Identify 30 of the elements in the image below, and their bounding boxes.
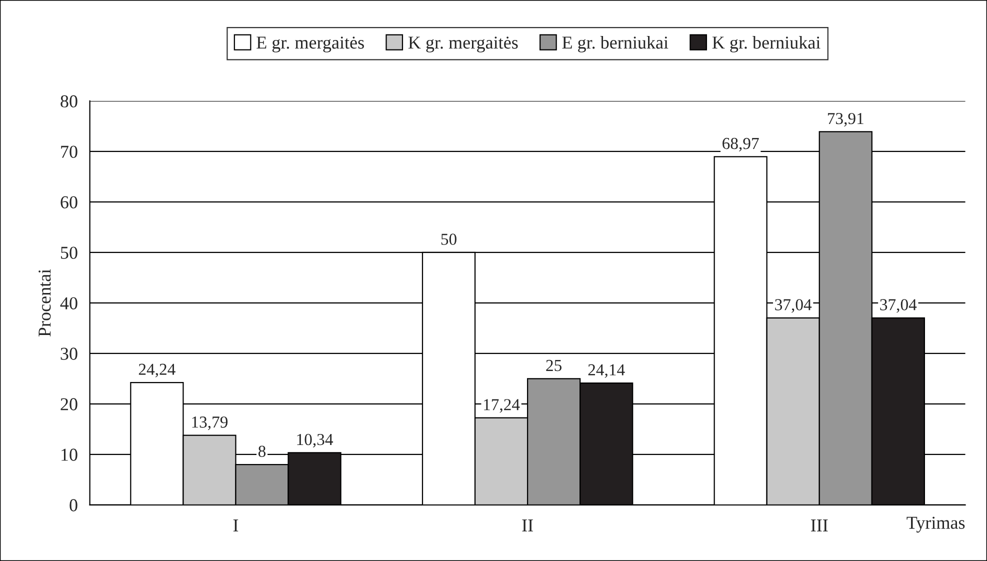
data-label: 73,91 (828, 112, 864, 127)
data-label: 50 (441, 234, 456, 245)
x-tick-label: III (811, 519, 828, 532)
data-label: 24,24 (138, 364, 176, 378)
data-label: 68,97 (722, 138, 759, 152)
y-tick-label: 70 (61, 146, 78, 158)
data-label: 37,04 (880, 299, 917, 313)
x-tick-label: II (522, 519, 533, 532)
data-label: 10,34 (297, 434, 334, 448)
data-label: 17,24 (484, 399, 520, 413)
y-tick-label: 20 (60, 398, 78, 410)
y-tick-label: 40 (60, 297, 78, 310)
data-label: 13,79 (192, 416, 228, 430)
legend-label: K gr. berniukai (712, 36, 820, 52)
y-axis-title: Procentai (38, 269, 51, 337)
legend-label: E gr. mergaitės (256, 36, 364, 52)
y-tick-label: 0 (70, 499, 78, 512)
data-label: 37,04 (775, 299, 812, 313)
legend-label: E gr. berniukai (562, 36, 668, 52)
y-tick-label: 30 (60, 348, 78, 360)
x-axis-title: Tyrimas (906, 516, 965, 533)
legend-label: K gr. mergaitės (408, 36, 518, 52)
y-tick-label: 60 (60, 196, 78, 208)
y-tick-label: 50 (61, 246, 78, 259)
y-tick-label: 80 (60, 95, 78, 108)
data-label: 25 (546, 360, 562, 372)
y-tick-label: 10 (62, 448, 78, 461)
data-label: 8 (258, 446, 266, 457)
data-label: 24,14 (588, 364, 625, 378)
x-tick-label: I (233, 519, 238, 532)
